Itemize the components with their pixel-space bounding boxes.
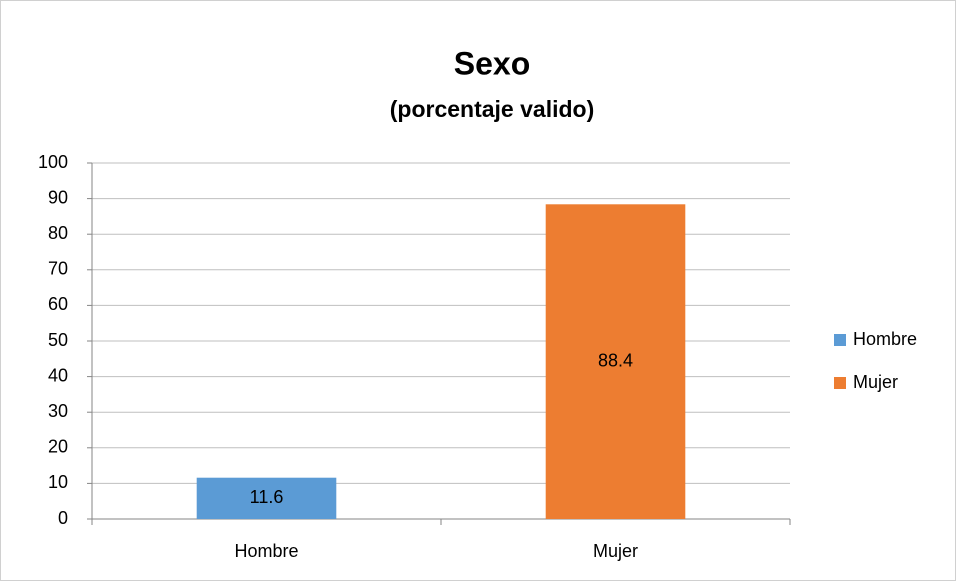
legend-label: Mujer bbox=[853, 372, 898, 392]
y-tick-label: 60 bbox=[48, 294, 68, 314]
y-tick-label: 40 bbox=[48, 365, 68, 385]
x-tick-label: Mujer bbox=[593, 541, 638, 561]
x-tick-label: Hombre bbox=[234, 541, 298, 561]
legend-swatch bbox=[834, 377, 846, 389]
legend-swatch bbox=[834, 334, 846, 346]
y-tick-label: 100 bbox=[38, 152, 68, 172]
y-tick-label: 50 bbox=[48, 330, 68, 350]
y-tick-label: 0 bbox=[58, 508, 68, 528]
y-tick-label: 90 bbox=[48, 187, 68, 207]
y-tick-label: 70 bbox=[48, 259, 68, 279]
bar bbox=[196, 477, 337, 519]
legend-label: Hombre bbox=[853, 329, 917, 349]
y-tick-label: 10 bbox=[48, 472, 68, 492]
y-tick-label: 20 bbox=[48, 437, 68, 457]
chart-title: Sexo bbox=[454, 45, 530, 81]
y-tick-label: 30 bbox=[48, 401, 68, 421]
bar bbox=[545, 204, 686, 519]
chart-subtitle: (porcentaje valido) bbox=[390, 96, 594, 122]
data-label: 11.6 bbox=[250, 487, 284, 507]
y-tick-label: 80 bbox=[48, 223, 68, 243]
data-label: 88.4 bbox=[598, 350, 633, 370]
